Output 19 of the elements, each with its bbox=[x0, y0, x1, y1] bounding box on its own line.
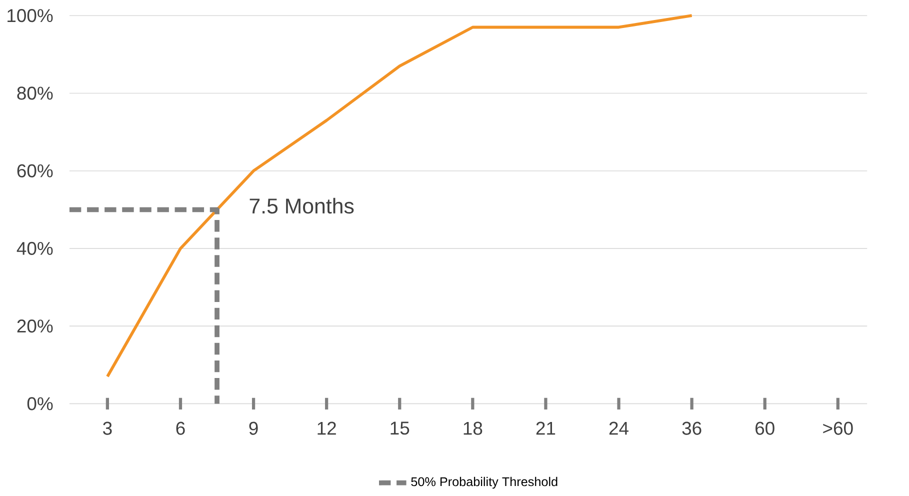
x-tick-label: >60 bbox=[823, 422, 853, 435]
y-tick-label: 80% bbox=[17, 86, 53, 100]
x-tick-label: 21 bbox=[536, 422, 556, 434]
x-tick-label: 24 bbox=[609, 422, 628, 434]
x-tick-label: 60 bbox=[756, 422, 774, 435]
y-tick-label: 40% bbox=[16, 242, 53, 255]
x-tick-label: 15 bbox=[390, 422, 410, 434]
x-tick-label: 6 bbox=[176, 422, 185, 435]
y-tick-label: 60% bbox=[17, 164, 53, 178]
y-tick-label: 100% bbox=[8, 8, 53, 22]
x-tick-label: 18 bbox=[464, 422, 482, 435]
legend-label: 50% Probability Threshold bbox=[411, 476, 558, 489]
x-tick-label: 12 bbox=[318, 422, 336, 434]
y-tick-label: 20% bbox=[17, 319, 53, 332]
annotation: 7.5 Months bbox=[250, 198, 354, 214]
y-tick-label: 0% bbox=[27, 397, 53, 410]
x-tick-label: 3 bbox=[103, 422, 112, 435]
x-tick-label: 36 bbox=[682, 422, 702, 435]
x-tick-label: 9 bbox=[249, 422, 258, 435]
